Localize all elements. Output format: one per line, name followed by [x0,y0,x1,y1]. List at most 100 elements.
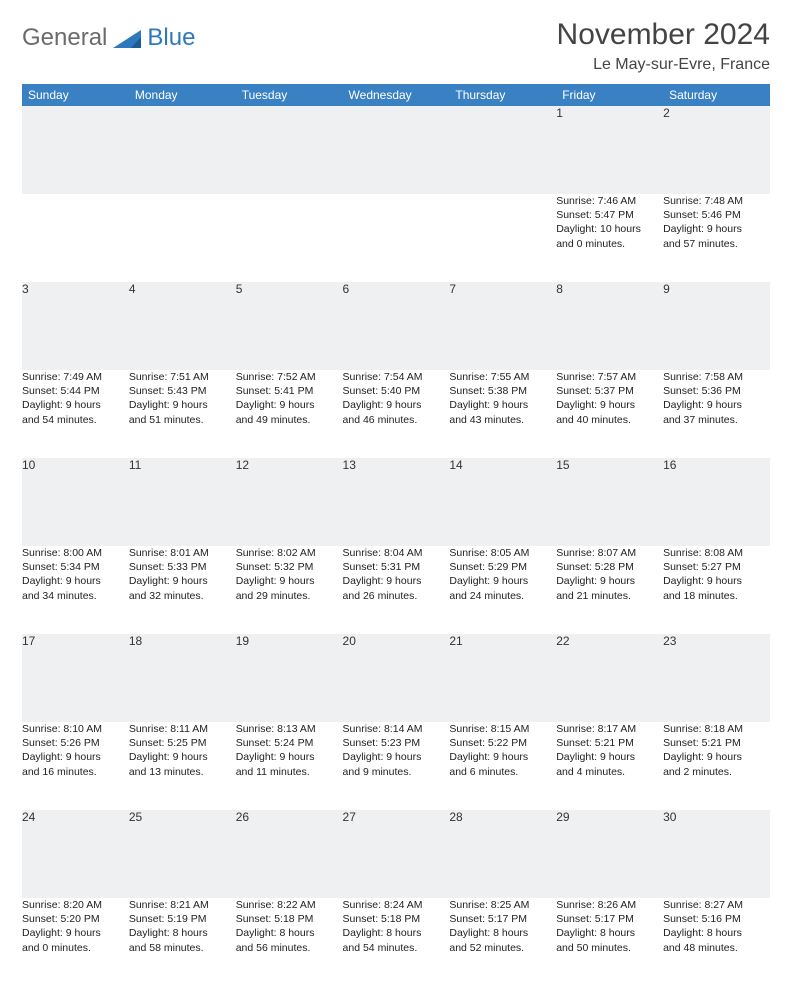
day-number-cell: 21 [449,634,556,722]
day-detail-line: Sunset: 5:40 PM [343,384,450,398]
day-number-cell: 20 [343,634,450,722]
day-detail-line: Daylight: 8 hours [449,926,556,940]
day-number-cell [449,106,556,194]
day-detail-line: Daylight: 9 hours [22,398,129,412]
logo-word2: Blue [147,24,195,52]
weekday-header: Monday [129,84,236,106]
day-detail-cell: Sunrise: 7:48 AMSunset: 5:46 PMDaylight:… [663,194,770,282]
day-detail-line: Sunset: 5:17 PM [449,912,556,926]
day-detail-line: Daylight: 8 hours [663,926,770,940]
day-detail-line: and 18 minutes. [663,589,770,603]
day-detail-line: Daylight: 9 hours [556,750,663,764]
day-detail-line: Sunset: 5:32 PM [236,560,343,574]
day-number-cell: 28 [449,810,556,898]
day-detail-line: Daylight: 8 hours [556,926,663,940]
day-detail-line: Sunset: 5:43 PM [129,384,236,398]
day-detail-line: Sunset: 5:21 PM [663,736,770,750]
day-detail-cell: Sunrise: 8:15 AMSunset: 5:22 PMDaylight:… [449,722,556,810]
day-detail-cell: Sunrise: 8:24 AMSunset: 5:18 PMDaylight:… [343,898,450,986]
day-detail-cell: Sunrise: 8:21 AMSunset: 5:19 PMDaylight:… [129,898,236,986]
day-detail-cell: Sunrise: 8:05 AMSunset: 5:29 PMDaylight:… [449,546,556,634]
day-detail-cell: Sunrise: 7:49 AMSunset: 5:44 PMDaylight:… [22,370,129,458]
day-detail-row: Sunrise: 8:10 AMSunset: 5:26 PMDaylight:… [22,722,770,810]
day-detail-line: Sunset: 5:19 PM [129,912,236,926]
day-detail-line: and 32 minutes. [129,589,236,603]
day-number-cell [22,106,129,194]
day-detail-line: and 0 minutes. [22,941,129,955]
day-number-cell: 27 [343,810,450,898]
day-detail-line: Sunset: 5:24 PM [236,736,343,750]
day-detail-line: Daylight: 9 hours [129,750,236,764]
day-number-cell: 6 [343,282,450,370]
day-detail-cell: Sunrise: 8:25 AMSunset: 5:17 PMDaylight:… [449,898,556,986]
weekday-header-row: Sunday Monday Tuesday Wednesday Thursday… [22,84,770,106]
day-detail-line: Daylight: 10 hours [556,222,663,236]
day-detail-line: Sunset: 5:21 PM [556,736,663,750]
day-detail-line: and 54 minutes. [22,413,129,427]
day-detail-row: Sunrise: 7:46 AMSunset: 5:47 PMDaylight:… [22,194,770,282]
day-detail-cell: Sunrise: 7:52 AMSunset: 5:41 PMDaylight:… [236,370,343,458]
day-detail-line: Sunrise: 8:17 AM [556,722,663,736]
weekday-header: Wednesday [343,84,450,106]
day-detail-line: Sunset: 5:47 PM [556,208,663,222]
day-detail-line: Sunset: 5:16 PM [663,912,770,926]
day-number-cell: 7 [449,282,556,370]
day-detail-cell: Sunrise: 8:01 AMSunset: 5:33 PMDaylight:… [129,546,236,634]
day-number-cell: 5 [236,282,343,370]
day-number-cell: 25 [129,810,236,898]
day-detail-cell: Sunrise: 8:10 AMSunset: 5:26 PMDaylight:… [22,722,129,810]
day-detail-line: Daylight: 8 hours [343,926,450,940]
calendar-table: Sunday Monday Tuesday Wednesday Thursday… [22,84,770,986]
day-detail-cell [129,194,236,282]
day-detail-line: Sunset: 5:33 PM [129,560,236,574]
day-number-cell: 30 [663,810,770,898]
day-detail-line: and 50 minutes. [556,941,663,955]
day-detail-cell: Sunrise: 8:07 AMSunset: 5:28 PMDaylight:… [556,546,663,634]
day-detail-line: Sunrise: 8:13 AM [236,722,343,736]
day-detail-cell: Sunrise: 8:26 AMSunset: 5:17 PMDaylight:… [556,898,663,986]
day-number-cell: 26 [236,810,343,898]
weekday-header: Sunday [22,84,129,106]
weekday-header: Saturday [663,84,770,106]
day-detail-line: Sunrise: 7:48 AM [663,194,770,208]
day-detail-line: and 0 minutes. [556,237,663,251]
day-number-cell: 14 [449,458,556,546]
day-detail-line: and 4 minutes. [556,765,663,779]
logo-triangle-icon [113,28,141,48]
day-number-cell: 11 [129,458,236,546]
day-detail-line: Sunrise: 8:04 AM [343,546,450,560]
day-number-cell: 8 [556,282,663,370]
day-detail-line: Daylight: 9 hours [22,750,129,764]
day-detail-line: Sunset: 5:23 PM [343,736,450,750]
day-number-cell [129,106,236,194]
day-detail-line: Sunrise: 7:49 AM [22,370,129,384]
day-detail-line: Sunset: 5:36 PM [663,384,770,398]
day-detail-cell: Sunrise: 8:11 AMSunset: 5:25 PMDaylight:… [129,722,236,810]
day-detail-line: Sunset: 5:46 PM [663,208,770,222]
day-detail-line: Sunrise: 8:02 AM [236,546,343,560]
calendar-body: 12Sunrise: 7:46 AMSunset: 5:47 PMDayligh… [22,106,770,986]
day-detail-line: and 34 minutes. [22,589,129,603]
day-detail-line: and 11 minutes. [236,765,343,779]
day-number-cell: 13 [343,458,450,546]
title-block: November 2024 Le May-sur-Evre, France [557,18,770,74]
day-detail-line: Daylight: 8 hours [236,926,343,940]
day-detail-line: Sunrise: 7:57 AM [556,370,663,384]
day-detail-line: Daylight: 9 hours [22,926,129,940]
day-detail-cell: Sunrise: 8:20 AMSunset: 5:20 PMDaylight:… [22,898,129,986]
day-number-cell: 1 [556,106,663,194]
day-detail-cell: Sunrise: 8:13 AMSunset: 5:24 PMDaylight:… [236,722,343,810]
day-detail-line: Daylight: 9 hours [236,574,343,588]
day-detail-line: and 58 minutes. [129,941,236,955]
day-detail-cell: Sunrise: 7:57 AMSunset: 5:37 PMDaylight:… [556,370,663,458]
day-detail-cell: Sunrise: 8:27 AMSunset: 5:16 PMDaylight:… [663,898,770,986]
day-detail-line: and 51 minutes. [129,413,236,427]
day-detail-line: Sunset: 5:26 PM [22,736,129,750]
day-detail-cell: Sunrise: 7:51 AMSunset: 5:43 PMDaylight:… [129,370,236,458]
day-number-cell: 15 [556,458,663,546]
day-detail-line: Daylight: 9 hours [343,750,450,764]
day-detail-cell [343,194,450,282]
day-detail-line: Daylight: 9 hours [663,750,770,764]
day-detail-line: Sunrise: 8:11 AM [129,722,236,736]
day-detail-cell: Sunrise: 8:04 AMSunset: 5:31 PMDaylight:… [343,546,450,634]
